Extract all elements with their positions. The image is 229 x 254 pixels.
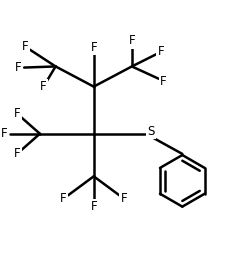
Text: F: F bbox=[15, 61, 22, 74]
Text: F: F bbox=[14, 147, 21, 161]
Text: F: F bbox=[60, 192, 67, 205]
Text: F: F bbox=[90, 200, 97, 213]
Text: F: F bbox=[90, 41, 97, 54]
Text: F: F bbox=[1, 127, 7, 140]
Text: F: F bbox=[158, 45, 164, 58]
Text: F: F bbox=[40, 80, 46, 93]
Text: S: S bbox=[147, 125, 155, 138]
Text: F: F bbox=[14, 107, 21, 120]
Text: F: F bbox=[160, 74, 166, 88]
Text: F: F bbox=[22, 40, 29, 53]
Text: F: F bbox=[121, 192, 127, 205]
Text: F: F bbox=[128, 34, 135, 47]
